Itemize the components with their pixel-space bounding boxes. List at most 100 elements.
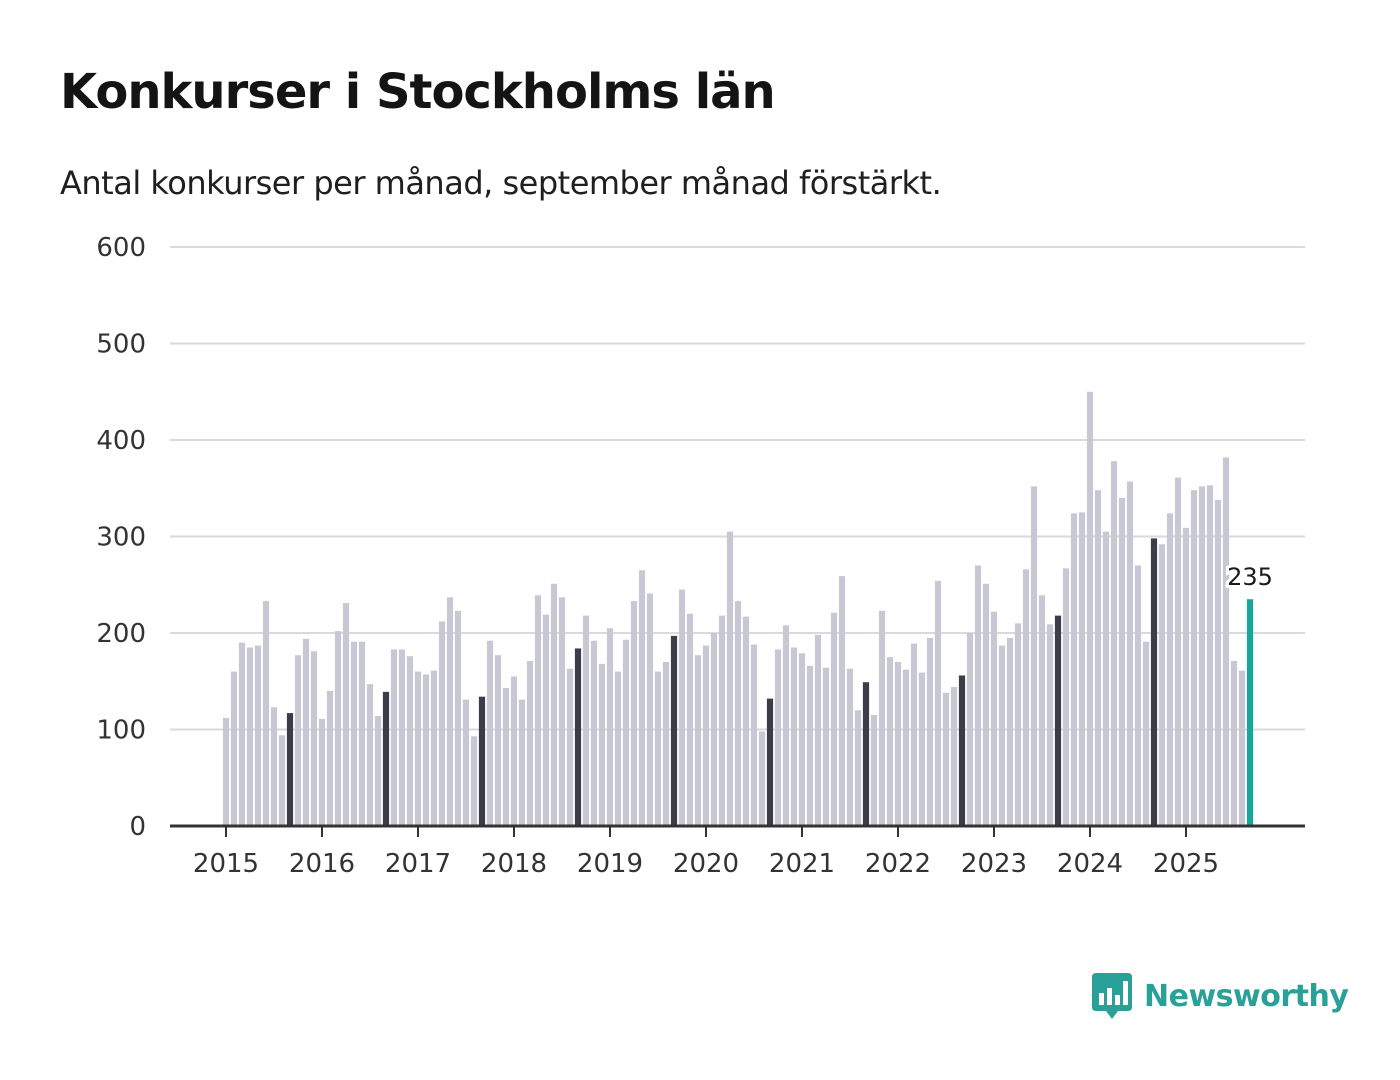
bar bbox=[454, 610, 462, 826]
y-tick-label: 500 bbox=[96, 330, 146, 360]
y-tick-label: 200 bbox=[96, 619, 146, 649]
x-tick-label: 2024 bbox=[1057, 849, 1123, 879]
bar bbox=[846, 668, 854, 826]
bar bbox=[430, 670, 438, 826]
bar bbox=[390, 649, 398, 826]
bar bbox=[646, 593, 654, 826]
bar bbox=[262, 601, 270, 826]
bar bbox=[446, 597, 454, 826]
newsworthy-logo[interactable]: Newsworthy bbox=[1090, 970, 1349, 1022]
bar bbox=[814, 634, 822, 826]
brand-name: Newsworthy bbox=[1144, 978, 1349, 1014]
bar bbox=[670, 635, 678, 826]
bar bbox=[1078, 512, 1086, 826]
bar bbox=[790, 647, 798, 826]
bar bbox=[438, 621, 446, 826]
bar bbox=[614, 671, 622, 826]
bar bbox=[798, 653, 806, 826]
bar bbox=[718, 615, 726, 826]
bar bbox=[358, 641, 366, 826]
bar bbox=[854, 710, 862, 826]
x-tick-label: 2025 bbox=[1153, 849, 1219, 879]
bar bbox=[910, 643, 918, 826]
bar bbox=[950, 687, 958, 826]
bar bbox=[1142, 641, 1150, 826]
bar bbox=[1174, 477, 1182, 826]
bar bbox=[1014, 623, 1022, 826]
bar bbox=[230, 671, 238, 826]
bar bbox=[318, 718, 326, 826]
bar bbox=[990, 611, 998, 826]
bar bbox=[462, 699, 470, 826]
bar bbox=[534, 595, 542, 826]
bar bbox=[558, 597, 566, 826]
bar bbox=[662, 661, 670, 826]
bar bbox=[502, 688, 510, 826]
x-tick-label: 2019 bbox=[577, 849, 643, 879]
bar bbox=[278, 735, 286, 826]
bar bbox=[694, 655, 702, 826]
bar bbox=[838, 576, 846, 826]
bar bbox=[750, 644, 758, 826]
bar bbox=[326, 690, 334, 826]
bar bbox=[902, 669, 910, 826]
bar bbox=[606, 628, 614, 826]
bar bbox=[486, 640, 494, 826]
bar bbox=[974, 565, 982, 826]
bar bbox=[470, 736, 478, 826]
bar bbox=[1190, 490, 1198, 826]
bar bbox=[1046, 624, 1054, 826]
y-tick-label: 300 bbox=[96, 523, 146, 553]
bar bbox=[1198, 486, 1206, 826]
bar bbox=[246, 647, 254, 826]
bar bbox=[294, 655, 302, 826]
bar bbox=[526, 660, 534, 826]
bar bbox=[478, 696, 486, 826]
bar bbox=[774, 649, 782, 826]
y-tick-label: 600 bbox=[96, 233, 146, 263]
latest-value-label: 235 bbox=[1227, 563, 1273, 591]
bar bbox=[1006, 637, 1014, 826]
bar bbox=[254, 645, 262, 826]
bar bbox=[1070, 513, 1078, 826]
y-axis-labels: 0 100 200 300 400 500 600 bbox=[96, 233, 146, 842]
bar bbox=[366, 684, 374, 826]
bar bbox=[1110, 461, 1118, 826]
bar bbox=[286, 713, 294, 826]
bar bbox=[830, 612, 838, 826]
bar bbox=[1054, 615, 1062, 826]
x-tick-label: 2021 bbox=[769, 849, 835, 879]
bar bbox=[494, 655, 502, 826]
bar bbox=[766, 698, 774, 826]
bar bbox=[302, 638, 310, 826]
bar bbox=[726, 531, 734, 826]
bar bbox=[886, 657, 894, 826]
bar bbox=[630, 601, 638, 826]
x-tick-label: 2018 bbox=[481, 849, 547, 879]
y-tick-label: 100 bbox=[96, 716, 146, 746]
bar bbox=[710, 633, 718, 826]
bar bbox=[654, 671, 662, 826]
bar bbox=[382, 691, 390, 826]
bar bbox=[1038, 595, 1046, 826]
bar bbox=[918, 672, 926, 826]
bar bbox=[1030, 486, 1038, 826]
bar bbox=[542, 614, 550, 826]
y-tick-label: 0 bbox=[129, 812, 146, 842]
annotations: 235 bbox=[1224, 560, 1276, 594]
bar bbox=[998, 645, 1006, 826]
bar bbox=[958, 675, 966, 826]
bar bbox=[862, 682, 870, 826]
bar bbox=[238, 642, 246, 826]
bar bbox=[1182, 527, 1190, 826]
x-axis: 2015 2016 2017 2018 2019 2020 2021 2022 2023 2024… bbox=[170, 824, 1305, 879]
bar bbox=[566, 668, 574, 826]
bar bbox=[982, 583, 990, 826]
bar bbox=[1150, 538, 1158, 826]
bar bbox=[350, 641, 358, 826]
bar bbox=[1126, 481, 1134, 826]
x-tick-label: 2016 bbox=[289, 849, 355, 879]
bar bbox=[1206, 485, 1214, 826]
bar bbox=[1086, 391, 1094, 826]
